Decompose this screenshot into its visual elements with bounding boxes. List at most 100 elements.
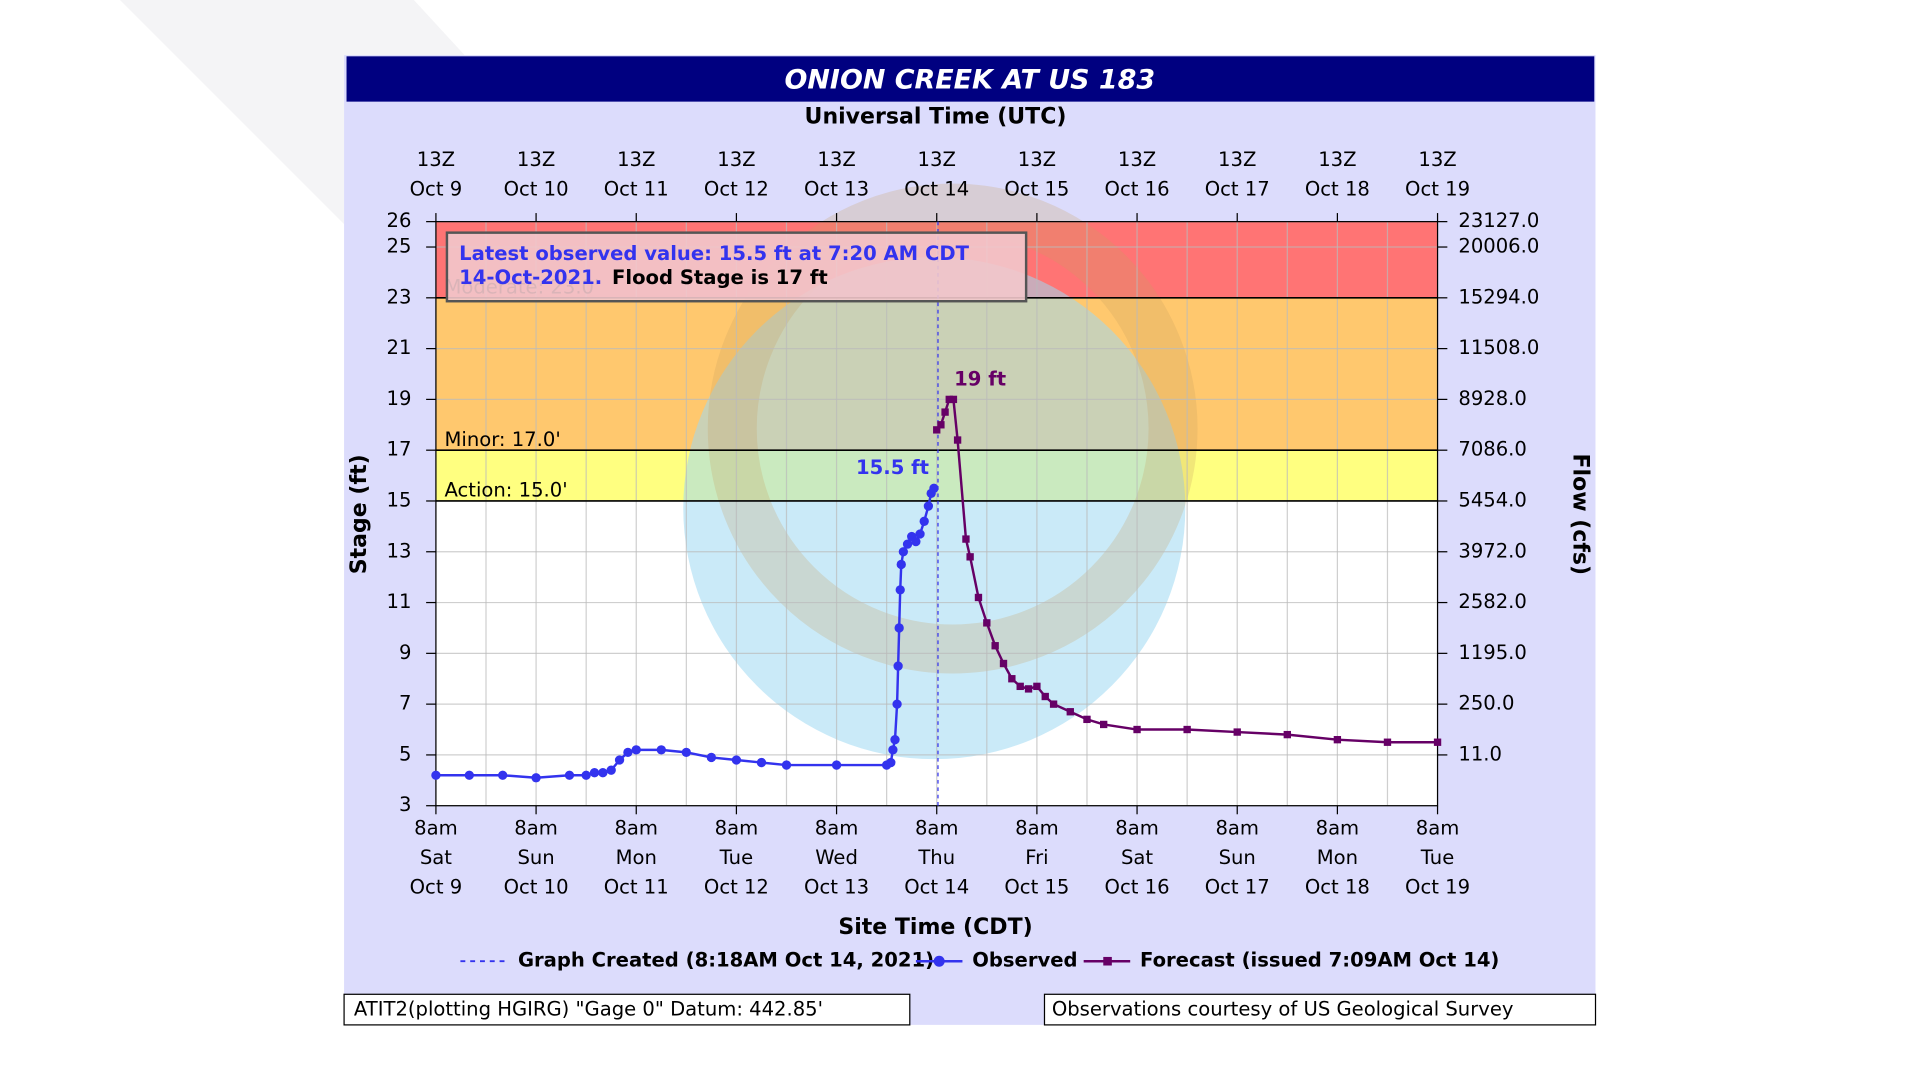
x-tick-label: 8am: [915, 816, 959, 839]
x-tick-label: Oct 15: [1004, 875, 1069, 898]
x-tick-label: 8am: [815, 816, 859, 839]
x2-tick-label: 13Z: [1018, 148, 1056, 171]
marker: [886, 757, 896, 768]
x-tick-label: 8am: [414, 816, 458, 839]
x-tick-label: Oct 17: [1205, 875, 1270, 898]
x2-tick-label: 13Z: [417, 148, 455, 171]
marker: [614, 755, 625, 765]
footer-left: ATIT2(plotting HGIRG) "Gage 0" Datum: 44…: [354, 998, 823, 1021]
marker: [564, 770, 575, 780]
marker: [894, 623, 904, 633]
x2-tick-label: Oct 15: [1004, 177, 1069, 200]
marker: [911, 536, 921, 547]
x-tick-label: Oct 16: [1105, 875, 1170, 898]
x2-tick-label: 13Z: [817, 148, 855, 171]
x2-tick-label: 13Z: [717, 148, 755, 171]
title-bar: [346, 56, 1595, 102]
x-tick-label: 8am: [1015, 816, 1059, 839]
x2-tick-label: 13Z: [1418, 148, 1456, 171]
x-tick-label: Sun: [517, 846, 554, 869]
marker: [1283, 730, 1291, 739]
x2-tick-label: 13Z: [1118, 148, 1156, 171]
plot: Action: 15.0'Minor: 17.0'Moderate: 23.0'…: [387, 148, 1540, 972]
x-tick-label: Oct 9: [410, 875, 463, 898]
marker: [919, 516, 929, 526]
x2-tick-label: Oct 16: [1105, 177, 1170, 200]
marker: [915, 529, 925, 539]
y2-tick-label: 7086.0: [1458, 438, 1527, 461]
marker: [1016, 682, 1024, 691]
marker: [1100, 720, 1108, 729]
marker: [962, 535, 970, 543]
x2-tick-label: Oct 18: [1305, 177, 1370, 200]
y-tick-label: 26: [387, 209, 412, 232]
marker: [781, 760, 792, 770]
x2-tick-label: Oct 10: [504, 177, 569, 200]
marker: [756, 757, 767, 768]
y-tick-label: 11: [387, 590, 412, 613]
marker: [623, 747, 633, 758]
y-tick-label: 25: [387, 235, 412, 258]
x-tick-label: Wed: [815, 846, 858, 869]
legend-label: Observed: [972, 949, 1077, 972]
x-tick-label: Fri: [1025, 846, 1048, 869]
marker: [974, 593, 983, 602]
y-tick-label: 17: [387, 438, 412, 461]
x-tick-label: 8am: [614, 816, 658, 839]
y2-tick-label: 23127.0: [1458, 209, 1539, 232]
marker: [933, 426, 941, 434]
y-tick-label: 9: [399, 641, 411, 664]
marker: [631, 745, 641, 755]
top-axis-title: Universal Time (UTC): [805, 105, 1067, 130]
x2-tick-label: 13Z: [517, 148, 555, 171]
x-tick-label: 8am: [1115, 816, 1159, 839]
marker: [598, 768, 608, 778]
y-tick-label: 15: [387, 488, 412, 511]
marker: [1008, 675, 1016, 683]
x-tick-label: 8am: [1416, 816, 1460, 839]
info-flood-stage: Flood Stage is 17 ft: [612, 265, 828, 288]
x-tick-label: Oct 18: [1305, 875, 1370, 898]
y2-tick-label: 8928.0: [1458, 387, 1527, 410]
marker: [1433, 738, 1442, 746]
marker: [431, 770, 441, 780]
x-tick-label: Mon: [1317, 846, 1358, 869]
x-tick-label: 8am: [514, 816, 558, 839]
marker: [888, 745, 898, 755]
marker: [999, 659, 1008, 668]
marker: [589, 768, 600, 778]
info-box: [445, 231, 1028, 303]
y-tick-label: 3: [399, 793, 411, 816]
marker: [991, 642, 999, 650]
x-tick-label: Sat: [1121, 846, 1153, 869]
x2-tick-label: Oct 14: [904, 177, 969, 200]
y-tick-label: 23: [387, 285, 412, 308]
y-tick-label: 5: [399, 742, 411, 765]
marker: [1383, 738, 1392, 746]
x2-tick-label: 13Z: [617, 148, 655, 171]
marker: [895, 585, 905, 595]
x2-tick-label: Oct 12: [704, 177, 769, 200]
marker: [966, 553, 974, 561]
x-tick-label: 8am: [1215, 816, 1259, 839]
marker: [953, 436, 962, 444]
info-text: Latest observed value: 15.5 ft at 7:20 A…: [459, 242, 969, 265]
marker: [681, 747, 691, 758]
threshold-label: Action: 15.0': [444, 479, 567, 502]
legend-label: Graph Created (8:18AM Oct 14, 2021): [518, 949, 934, 972]
y2-axis-title: Flow (cfs): [1568, 453, 1593, 575]
chart-title: ONION CREEK AT US 183: [785, 64, 1156, 95]
x2-tick-label: Oct 13: [804, 177, 869, 200]
x-tick-label: Mon: [616, 846, 657, 869]
x2-tick-label: 13Z: [1218, 148, 1256, 171]
x-tick-label: Oct 12: [704, 875, 769, 898]
y2-tick-label: 3972.0: [1458, 539, 1527, 562]
footer-box: [343, 993, 911, 1026]
y-tick-label: 21: [387, 336, 412, 359]
footer-right: Observations courtesy of US Geological S…: [1052, 998, 1514, 1021]
x2-tick-label: Oct 17: [1205, 177, 1270, 200]
marker: [893, 661, 903, 671]
marker: [656, 745, 666, 755]
x-tick-label: Tue: [719, 846, 753, 869]
